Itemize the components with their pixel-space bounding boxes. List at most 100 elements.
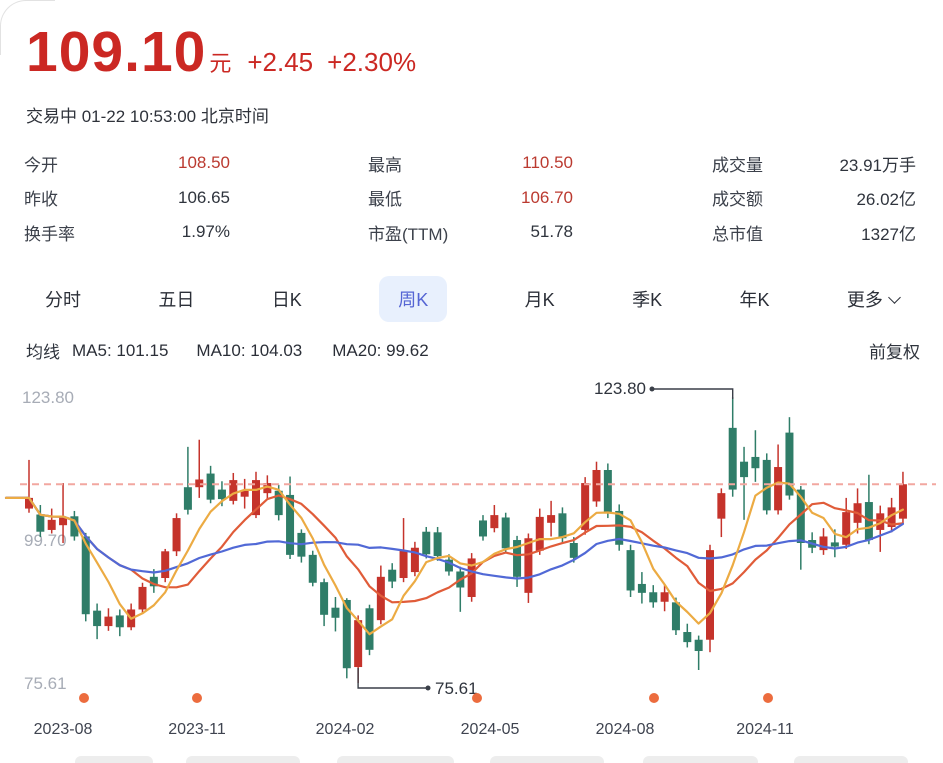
tab-more[interactable]: 更多: [846, 286, 901, 312]
candle-up: [59, 516, 68, 526]
stat-row-volume: 成交量 23.91万手: [712, 146, 916, 181]
ma-legend-title: 均线: [26, 343, 60, 362]
candle-up: [354, 620, 363, 668]
x-axis-labels: 2023-08 2023-11 2024-02 2024-05 2024-08 2024-…: [34, 721, 794, 738]
stat-row-low: 最低 106.70: [368, 181, 573, 216]
candle-up: [717, 493, 726, 519]
candle-up: [842, 512, 851, 545]
price-change-percent: +2.30%: [327, 47, 417, 77]
svg-text:99.70: 99.70: [24, 531, 67, 550]
tab-five-day[interactable]: 五日: [158, 290, 195, 310]
candle-up: [25, 497, 33, 509]
candle-down: [479, 520, 487, 537]
candle-up: [138, 586, 147, 610]
date-label: 2024-08: [596, 721, 655, 738]
stats-column-3: 成交量 23.91万手 成交额 26.02亿 总市值 1327亿: [712, 146, 916, 250]
stat-row-prev-close: 昨收 106.65: [24, 181, 230, 216]
candle-down: [615, 510, 624, 545]
ma5-label: MA5: 101.15: [72, 340, 169, 360]
stat-label: 最低: [368, 190, 402, 210]
event-dot: [763, 693, 773, 703]
candle-up: [535, 516, 544, 551]
candle-up: [47, 519, 56, 530]
ma20-label: MA20: 99.62: [332, 340, 429, 360]
stat-value: 23.91万手: [839, 155, 916, 175]
tab-quarterly-k[interactable]: 季K: [632, 290, 663, 310]
candle-down: [70, 516, 79, 537]
candle-down: [637, 583, 646, 593]
stat-label: 换手率: [24, 224, 75, 244]
stat-value: 1.97%: [181, 222, 230, 242]
candle-up: [104, 616, 113, 627]
event-dots: [79, 693, 773, 703]
candle-down: [751, 456, 760, 469]
candle-down: [683, 632, 692, 643]
tab-more-label: 更多: [846, 290, 883, 310]
stat-label: 成交额: [712, 190, 763, 210]
stat-row-market-cap: 总市值 1327亿: [712, 215, 916, 250]
event-dot: [192, 693, 202, 703]
price-header: 109.10 元 +2.45 +2.30%: [26, 24, 416, 81]
current-price: 109.10: [26, 20, 207, 84]
date-label: 2024-11: [736, 721, 794, 738]
tab-yearly-k[interactable]: 年K: [739, 290, 770, 310]
candle-down: [728, 427, 737, 490]
stat-row-open: 今开 108.50: [24, 146, 230, 181]
candle-down: [388, 569, 397, 582]
stats-column-1: 今开 108.50 昨收 106.65 换手率 1.97%: [24, 146, 230, 250]
candle-up: [467, 558, 476, 598]
stat-value: 51.78: [530, 222, 573, 242]
candle-up: [399, 550, 408, 579]
svg-text:75.61: 75.61: [24, 674, 67, 693]
currency-label: 元: [209, 51, 232, 76]
high-annotation: 123.80: [594, 380, 646, 398]
tab-monthly-k[interactable]: 月K: [524, 290, 555, 310]
chevron-down-icon: [888, 290, 901, 304]
candle-up: [376, 576, 385, 621]
candle-down: [558, 513, 567, 539]
annotations: 123.80 75.61: [357, 380, 734, 698]
price-change: +2.45: [247, 47, 314, 77]
candle-down: [444, 559, 453, 572]
candle-up: [263, 483, 272, 494]
price-chart[interactable]: 123.80 99.70 75.61 123.80 75.61 2023-08 2023-1…: [0, 380, 943, 763]
stat-label: 今开: [24, 155, 58, 175]
candle-down: [694, 639, 703, 652]
candle-down: [274, 490, 283, 516]
tab-daily-k[interactable]: 日K: [271, 290, 302, 310]
candle-up: [229, 480, 238, 501]
low-annotation: 75.61: [435, 679, 478, 698]
period-tabs: 分时 五日 日K 周K 月K 季K 年K 更多: [45, 276, 901, 322]
candle-down: [671, 602, 680, 631]
ma10-line: [4, 494, 905, 604]
skeleton-bars: [75, 756, 908, 763]
candle-up: [547, 515, 556, 523]
stat-row-turnover-rate: 换手率 1.97%: [24, 215, 230, 250]
stat-label: 最高: [368, 155, 402, 175]
candle-down: [36, 514, 45, 532]
ma20-line: [4, 496, 905, 580]
candle-down: [785, 432, 794, 496]
candle-down: [569, 542, 578, 558]
ma10-label: MA10: 104.03: [196, 340, 303, 360]
tab-weekly-k[interactable]: 周K: [379, 276, 448, 322]
stat-row-amount: 成交额 26.02亿: [712, 181, 916, 216]
adjustment-mode-label[interactable]: 前复权: [869, 343, 920, 362]
stat-value: 26.02亿: [856, 190, 916, 210]
stat-row-high: 最高 110.50: [368, 146, 573, 181]
stat-label: 总市值: [712, 224, 763, 244]
stat-value: 106.70: [521, 187, 573, 207]
stat-row-pe-ttm: 市盈(TTM) 51.78: [368, 215, 573, 250]
candle-down: [501, 517, 510, 549]
candle-up: [581, 483, 590, 530]
date-label: 2024-02: [316, 721, 375, 738]
ma-legend: 均线 MA5: 101.15 MA10: 104.03 MA20: 99.62 …: [26, 338, 920, 363]
candle-down: [149, 576, 158, 587]
candle-up: [660, 592, 669, 602]
stat-label: 市盈(TTM): [368, 224, 449, 244]
tab-minute[interactable]: 分时: [45, 290, 81, 310]
svg-text:123.80: 123.80: [22, 388, 74, 407]
candle-down: [740, 461, 749, 478]
candle-down: [433, 532, 442, 557]
candle-down: [603, 469, 612, 514]
